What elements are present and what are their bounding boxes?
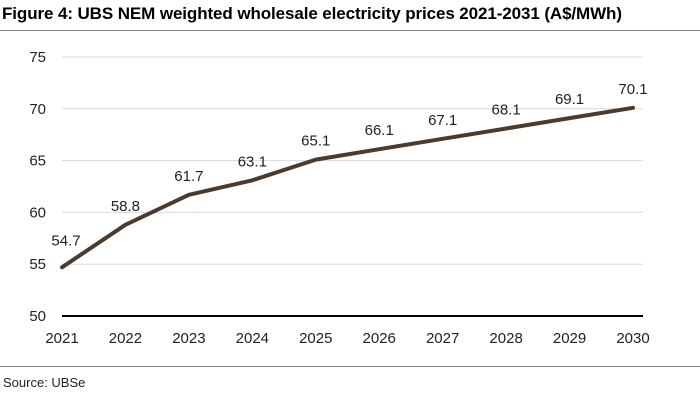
- x-tick-label: 2026: [363, 330, 396, 347]
- bottom-divider: [0, 366, 700, 367]
- gridlines: [62, 56, 643, 317]
- y-axis-ticks: 50 55 60 65 70 75: [29, 49, 46, 325]
- title-divider: [0, 30, 700, 31]
- y-tick-label: 55: [29, 256, 46, 273]
- x-tick-label: 2021: [45, 330, 78, 347]
- x-tick-label: 2025: [299, 330, 332, 347]
- data-label: 68.1: [492, 101, 521, 118]
- data-label: 65.1: [301, 133, 330, 150]
- x-tick-label: 2028: [489, 330, 522, 347]
- data-label: 54.7: [51, 232, 80, 249]
- y-tick-label: 75: [29, 49, 46, 66]
- source-note: Source: UBSe: [3, 375, 86, 390]
- data-label: 67.1: [428, 112, 457, 129]
- data-label: 63.1: [238, 153, 267, 170]
- chart-title: Figure 4: UBS NEM weighted wholesale ele…: [2, 4, 622, 23]
- data-label: 66.1: [365, 122, 394, 139]
- data-labels: 54.7 58.8 61.7 63.1 65.1 66.1 67.1 68.1 69.1 70.1: [51, 81, 647, 250]
- y-tick-label: 70: [29, 101, 46, 118]
- data-label: 69.1: [555, 91, 584, 108]
- data-label: 61.7: [174, 168, 203, 185]
- data-label: 58.8: [111, 198, 140, 215]
- series-lines: [60, 105, 635, 270]
- y-tick-label: 60: [29, 204, 46, 221]
- x-axis-ticks: 2021 2022 2023 2024 2025 2026 2027 2028 2029 2030: [45, 330, 649, 347]
- series-line: [60, 105, 635, 270]
- x-tick-label: 2023: [172, 330, 205, 347]
- x-tick-label: 2024: [236, 330, 269, 347]
- data-label: 70.1: [618, 81, 647, 98]
- x-tick-label: 2027: [426, 330, 459, 347]
- x-tick-label: 2029: [553, 330, 586, 347]
- x-tick-label: 2022: [109, 330, 142, 347]
- y-tick-label: 65: [29, 153, 46, 170]
- x-tick-label: 2030: [616, 330, 649, 347]
- y-tick-label: 50: [29, 308, 46, 325]
